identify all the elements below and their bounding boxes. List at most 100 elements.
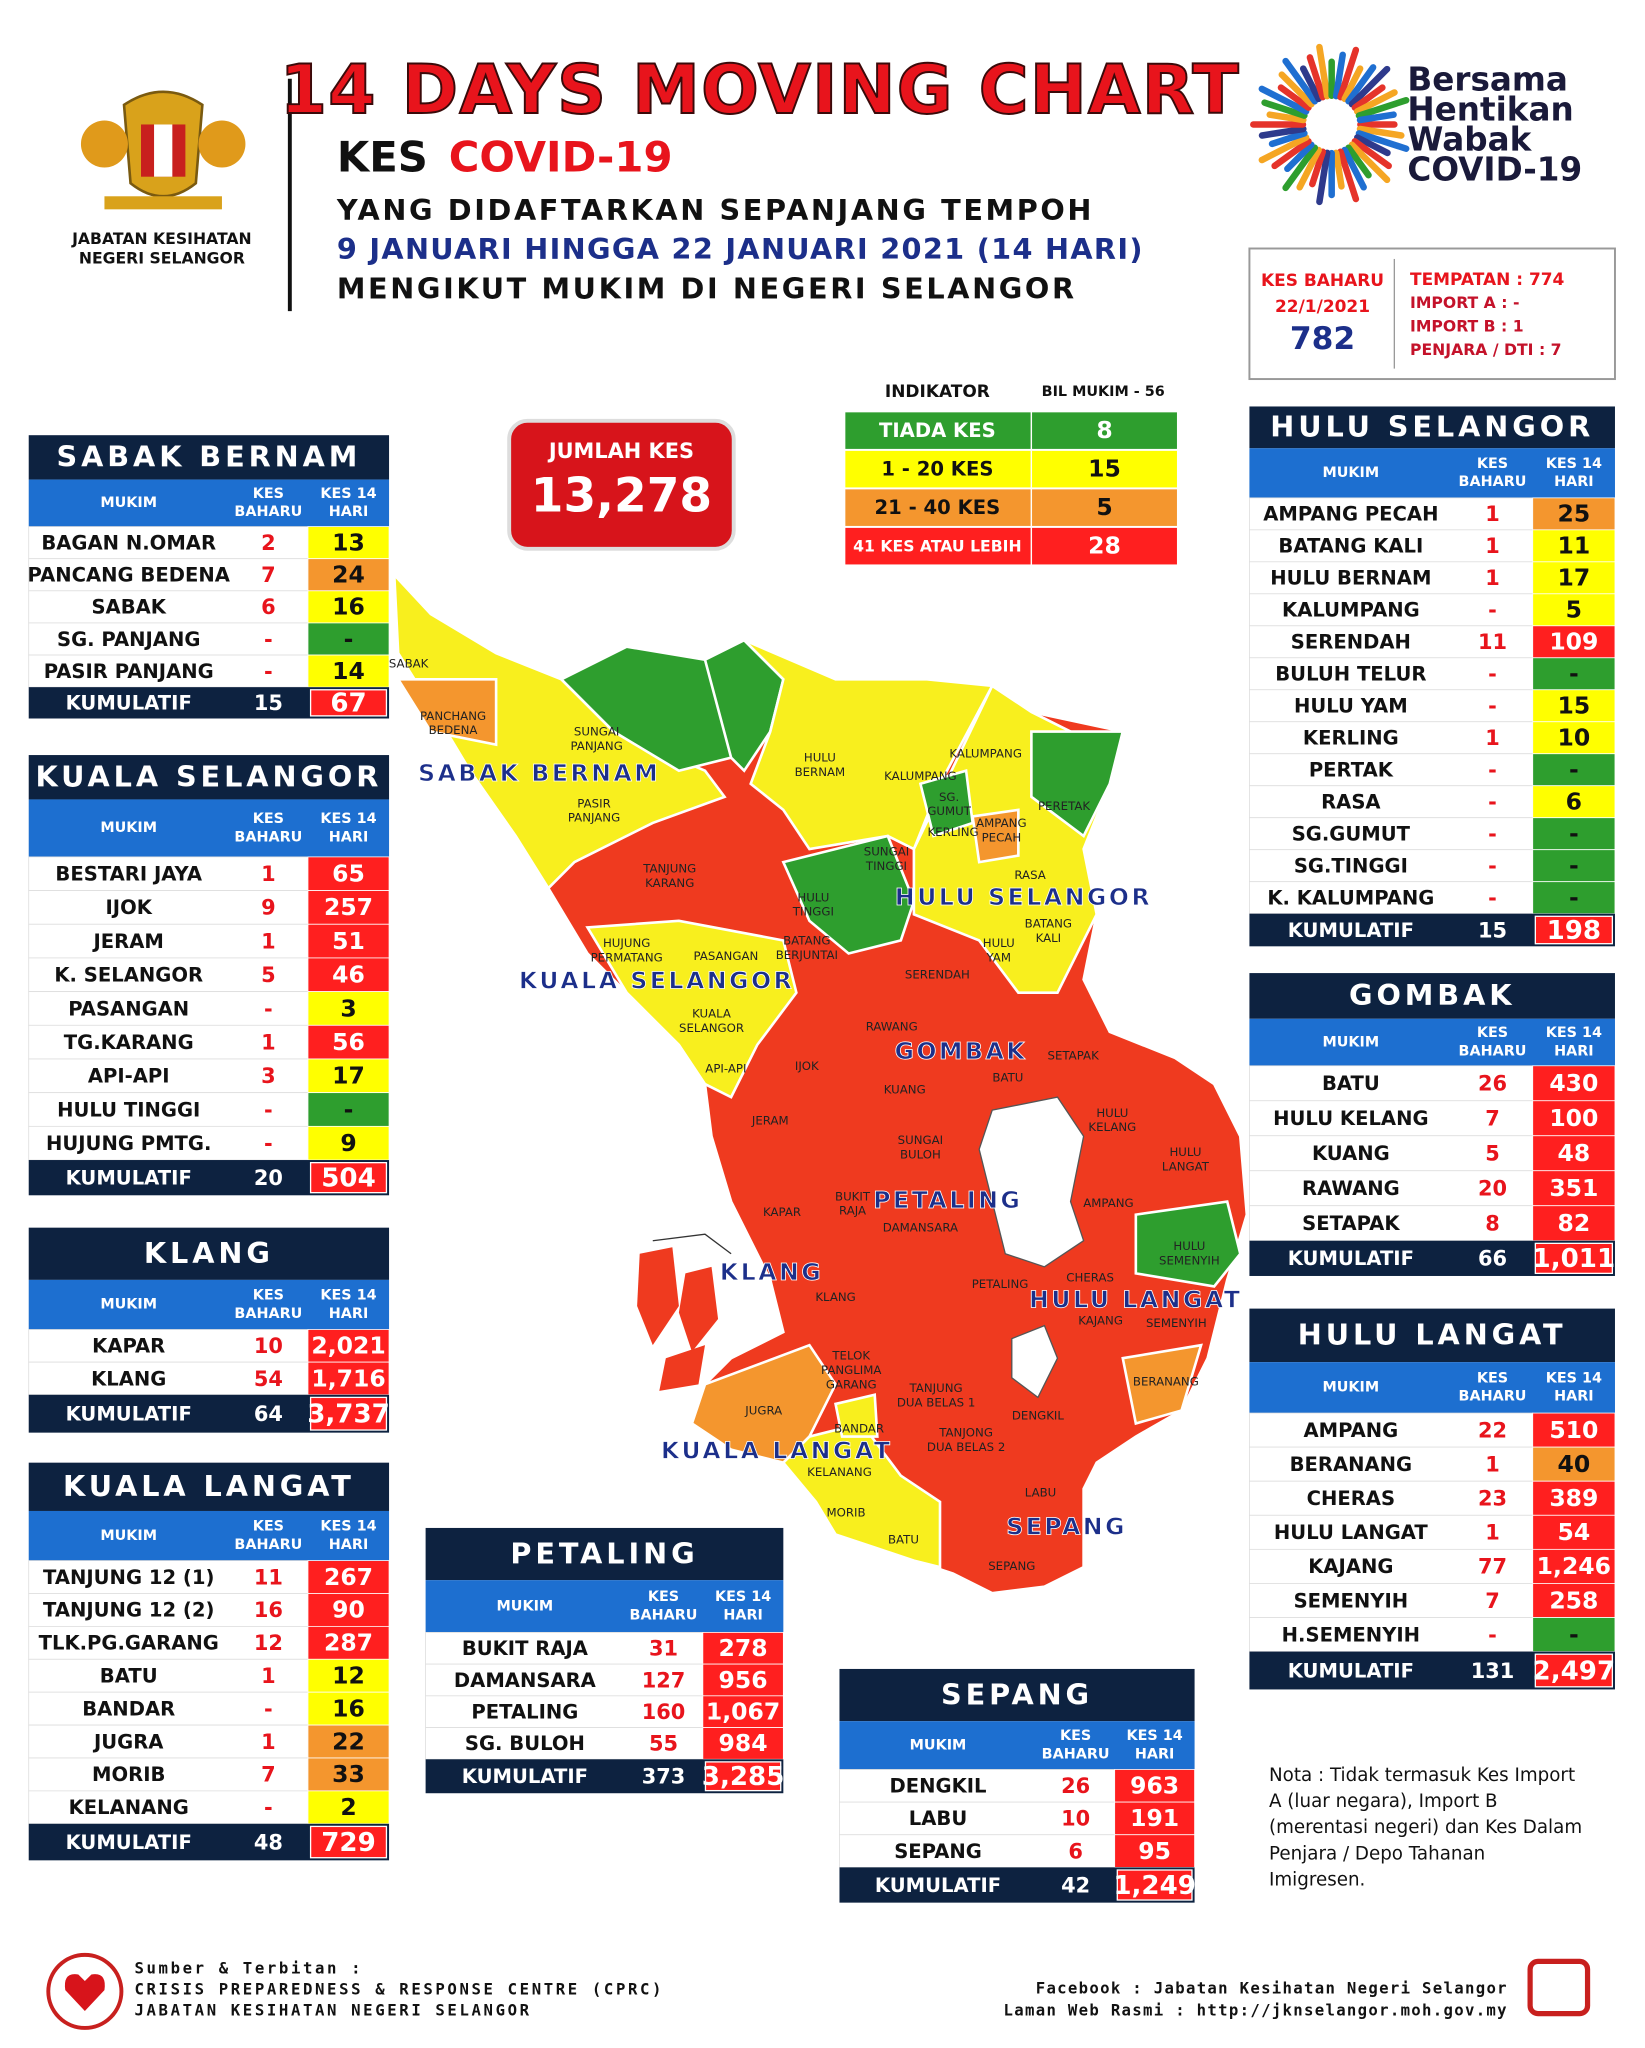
new-cases: 3 [261, 1064, 276, 1088]
mukim-label: SEPANG [988, 1558, 1035, 1572]
column-header: BAHARU [1459, 1043, 1527, 1059]
region-yellow [834, 1393, 879, 1438]
mukim-name: AMPANG PECAH [1263, 503, 1438, 526]
column-header: KES [1477, 1370, 1508, 1386]
table-row [1249, 881, 1534, 915]
kumulatif-cell [309, 1825, 388, 1859]
new-cases: 7 [1485, 1589, 1500, 1613]
mukim-name: BULUH TELUR [1275, 663, 1426, 686]
table-cell [1532, 625, 1616, 659]
table-row [1249, 1065, 1534, 1102]
cases-14-days: 54 [1557, 1518, 1590, 1546]
region-green [1030, 730, 1125, 838]
mukim-name: K. KALUMPANG [1267, 886, 1434, 909]
new-cases-label: KES BAHARU [1261, 271, 1384, 291]
indicator-cell [1030, 488, 1179, 528]
cases-14-days: - [1569, 1620, 1579, 1648]
district-label: HULU SELANGOR [895, 883, 1152, 911]
campaign-text: Hentikan [1407, 90, 1573, 128]
mukim-label-line: KAPAR [763, 1204, 801, 1218]
mukim-label-line: SABAK [389, 656, 429, 670]
table-row [28, 1724, 309, 1759]
cases-14-days: - [344, 625, 354, 653]
indicator-label: INDIKATOR [885, 382, 990, 402]
table-cell [307, 590, 390, 624]
column-header: MUKIM [1322, 1380, 1379, 1396]
table-row [28, 1625, 309, 1660]
cases-14-days: 109 [1549, 628, 1598, 656]
mukim-label-line: PANJANG [568, 810, 620, 824]
table-header [425, 1580, 784, 1633]
column-header: MUKIM [100, 820, 157, 836]
cases-14-days: 2 [340, 1793, 356, 1821]
column-header: HARI [329, 829, 369, 845]
table-row [839, 1769, 1116, 1803]
kumulatif-new: 48 [254, 1830, 283, 1854]
mukim-label-line: HULU [797, 890, 829, 904]
column-header: HARI [723, 1607, 763, 1623]
table-cell [307, 1329, 390, 1363]
column-header: KES [1060, 1728, 1091, 1744]
mukim-name: PERTAK [1309, 759, 1394, 782]
mukim-label-line: PANGLIMA [821, 1362, 881, 1376]
kes-label: KES [337, 132, 428, 181]
mukim-label: DAMANSARA [883, 1220, 958, 1234]
footer-link: Laman Web Rasmi : http://jknselangor.moh… [1004, 2000, 1508, 2019]
mukim-label-line: BERJUNTAI [776, 947, 838, 961]
burst-ray [1316, 43, 1331, 100]
mukim-label-line: PANCHANG [420, 708, 486, 722]
mukim-name: SABAK [91, 596, 166, 619]
table-header [28, 1510, 390, 1561]
mukim-name: BUKIT RAJA [462, 1637, 589, 1660]
table-row [1249, 1514, 1534, 1550]
cases-14-days: 25 [1557, 500, 1590, 528]
column-header: KES [648, 1589, 679, 1605]
mukim-name: MORIB [92, 1763, 165, 1786]
footer-source: JABATAN KESIHATAN NEGERI SELANGOR [134, 2000, 531, 2019]
new-cases: 54 [254, 1367, 283, 1391]
mukim-label-line: DUA BELAS 2 [927, 1439, 1005, 1453]
region-green [1134, 1200, 1242, 1288]
mukim-name: SETAPAK [1302, 1212, 1400, 1235]
cases-14-days: 56 [332, 1028, 365, 1056]
mukim-name: API-API [88, 1065, 170, 1088]
mukim-label: API-API [705, 1061, 746, 1075]
burst-ray [1282, 144, 1319, 192]
new-cases: 160 [642, 1700, 686, 1724]
region-orange [1121, 1343, 1203, 1426]
new-cases: 16 [254, 1598, 283, 1622]
table-cell [1532, 1480, 1616, 1516]
column-header: KES 14 [320, 486, 376, 502]
cases-14-days: 16 [332, 593, 365, 621]
column-header: BAHARU [1042, 1746, 1110, 1762]
new-cases: 11 [1478, 630, 1507, 654]
table-cell [1532, 721, 1616, 755]
mukim-label: SETAPAK [1048, 1048, 1100, 1062]
mukim-label-line: BUKIT [835, 1189, 871, 1203]
mukim-name: BATU [100, 1665, 158, 1688]
mukim-label-line: SEMENYIH [1159, 1253, 1220, 1267]
table-cell [1532, 1617, 1616, 1652]
kumulatif-cell [309, 689, 388, 717]
mukim-label-line: IJOK [795, 1058, 819, 1072]
new-cases-detail: TEMPATAN : 774 [1410, 270, 1565, 290]
mukim-name: KALUMPANG [1282, 599, 1420, 622]
table-cell [1532, 1514, 1616, 1550]
column-header: KES 14 [320, 1519, 376, 1535]
burst-ray [1309, 148, 1327, 188]
subtitle: KES COVID-19 [337, 132, 673, 181]
footer-source: CRISIS PREPAREDNESS & RESPONSE CENTRE (C… [134, 1980, 664, 1999]
district-label: GOMBAK [895, 1037, 1028, 1065]
table-cell [307, 923, 390, 959]
mukim-label-line: SEPANG [988, 1558, 1035, 1572]
burst-ray [1306, 54, 1327, 101]
new-cases: 77 [1478, 1555, 1507, 1579]
mukim-label-line: KELANANG [807, 1464, 872, 1478]
burst-ray [1278, 71, 1315, 108]
burst-ray [1351, 84, 1386, 111]
cases-14-days: 191 [1130, 1804, 1179, 1832]
mukim-label: SEMENYIH [1146, 1315, 1207, 1329]
mukim-name: KAPAR [92, 1335, 165, 1358]
burst-ray [1258, 85, 1310, 115]
table-title-bar [839, 1668, 1195, 1722]
